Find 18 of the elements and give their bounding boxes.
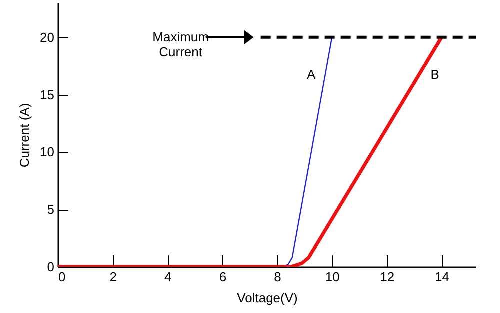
- y-axis-title: Current (A): [17, 103, 32, 168]
- x-tick-label: 0: [58, 270, 66, 284]
- x-tick-label: 4: [164, 270, 172, 284]
- y-tick-label: 0: [47, 260, 54, 274]
- series-label: B: [430, 66, 440, 82]
- x-tick-label: 8: [274, 270, 282, 284]
- x-tick-label: 10: [325, 270, 340, 284]
- y-tick-label: 15: [40, 87, 54, 102]
- x-tick-label: 2: [110, 270, 117, 284]
- x-tick-label: 12: [380, 270, 395, 284]
- annotation: Maximum Current: [152, 29, 210, 60]
- x-tick-label: 6: [219, 270, 227, 284]
- y-tick-label: 10: [40, 144, 54, 160]
- y-tick-label: 20: [40, 30, 54, 45]
- x-axis-title: Voltage(V): [237, 290, 298, 306]
- y-tick-label: 5: [47, 202, 54, 218]
- series-label: A: [307, 66, 316, 82]
- x-tick-label: 14: [435, 270, 450, 284]
